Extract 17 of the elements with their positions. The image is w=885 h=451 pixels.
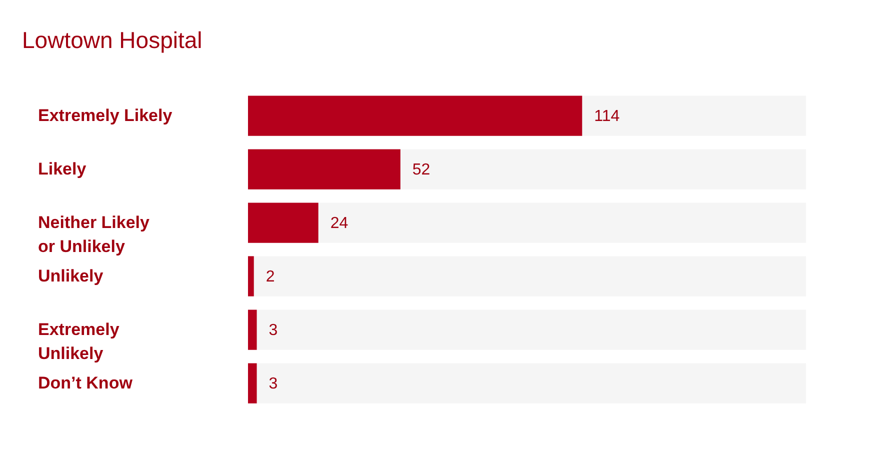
y-tick-label: Extremely Likely xyxy=(38,106,173,125)
bar xyxy=(248,363,257,404)
bar xyxy=(248,202,318,243)
data-label: 114 xyxy=(594,108,620,125)
bar xyxy=(248,256,254,296)
data-label: 52 xyxy=(412,161,430,178)
data-label: 24 xyxy=(330,214,348,232)
y-tick-label: Extremely Unlikely xyxy=(38,320,120,363)
y-tick-label: Don’t Know xyxy=(38,373,134,392)
y-tick-label: Unlikely xyxy=(38,266,104,286)
data-label: 3 xyxy=(268,322,278,339)
bar xyxy=(248,310,257,350)
y-tick-label: Likely xyxy=(38,159,87,178)
y-tick-label: Neither Likely or Unlikely xyxy=(38,212,150,256)
data-label: 2 xyxy=(266,268,275,286)
data-label: 3 xyxy=(268,375,278,392)
chart-title: Lowtown Hospital xyxy=(22,27,202,53)
